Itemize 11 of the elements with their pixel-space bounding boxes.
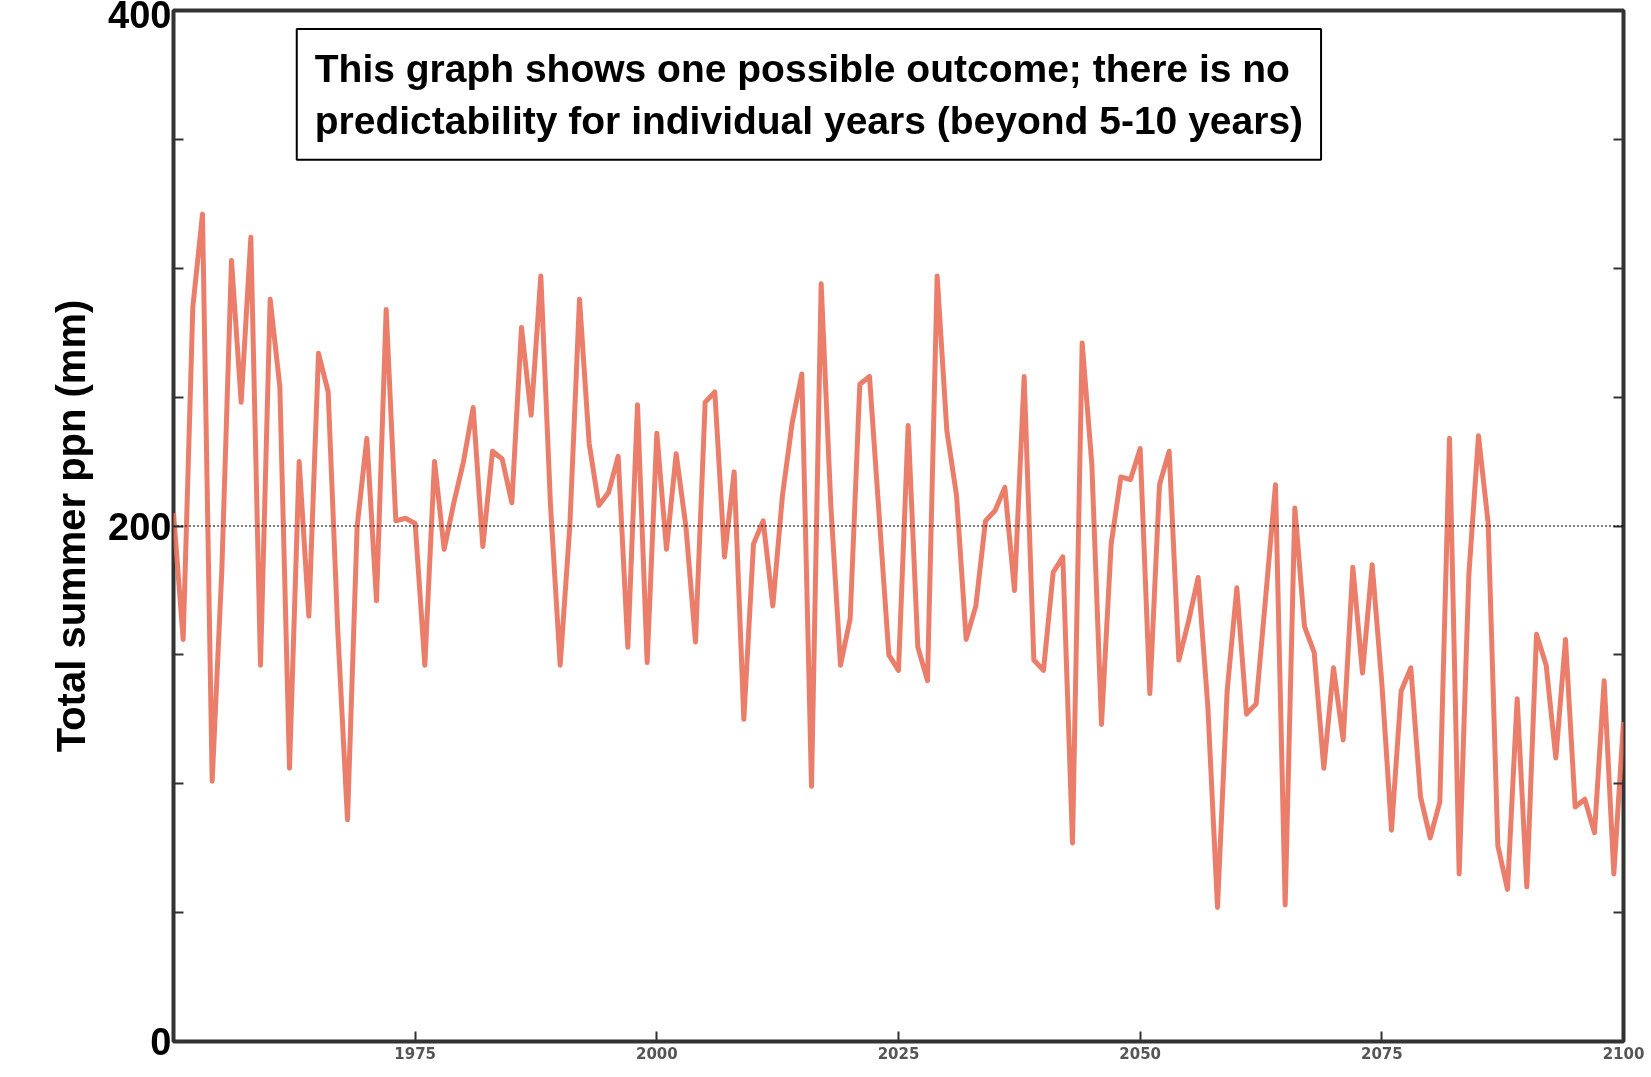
y-tick-label: 400 xyxy=(108,0,172,36)
x-tick-label: 2000 xyxy=(635,1044,678,1063)
annotation: This graph shows one possible outcome; there is no predictability for individual years (beyond 5-10 years) xyxy=(314,47,1304,142)
x-tick-label: 2050 xyxy=(1119,1044,1162,1063)
y-tick-label: 200 xyxy=(108,505,172,548)
y-axis-title: Total summer ppn (mm) xyxy=(49,299,94,753)
x-tick-label: 2100 xyxy=(1602,1044,1645,1063)
x-tick-label: 2025 xyxy=(877,1044,920,1063)
x-tick-label: 1975 xyxy=(394,1044,437,1063)
x-tick-label: 2075 xyxy=(1360,1044,1403,1063)
y-tick-label: 0 xyxy=(150,1021,172,1063)
